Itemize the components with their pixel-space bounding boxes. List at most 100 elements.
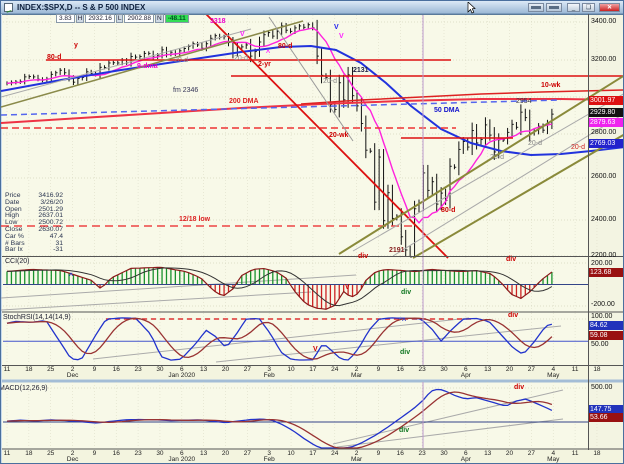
date-tick: 25	[47, 450, 55, 457]
info-label: Car %	[5, 232, 24, 240]
price-badge: 2769.03	[589, 139, 623, 148]
info-row: Bar Ix -31	[5, 247, 63, 254]
info-value: 47.4	[49, 232, 63, 240]
chart-annotation: 80-d	[278, 43, 293, 50]
toolbar-button-1[interactable]	[528, 3, 544, 12]
chart-annotation: 2-yr	[258, 61, 271, 68]
info-value: 2630.07	[38, 225, 63, 233]
chart-annotation: y	[74, 42, 78, 49]
axis-label: 2400.00	[591, 216, 617, 223]
axis-label: 100.00	[591, 313, 613, 320]
cci-line	[6, 266, 553, 310]
date-tick: 10	[287, 366, 295, 373]
date-tick: 20	[505, 450, 514, 457]
maximize-button[interactable]: ❏	[582, 3, 595, 12]
macd-line	[6, 388, 553, 449]
panel-splitter	[2, 379, 623, 383]
month-label: Mar	[350, 372, 363, 379]
date-tick: 11	[3, 366, 11, 373]
chart-annotation: 12/18 low	[179, 216, 211, 223]
info-value: 3416.92	[38, 192, 63, 199]
close-button[interactable]: ✕	[599, 3, 620, 12]
chart-annotation: V	[313, 346, 318, 353]
axis-label: 2600.00	[591, 173, 617, 180]
price-badge: 2929.80	[589, 108, 623, 117]
date-tick: 6	[179, 450, 184, 457]
date-axis-lower: 11 18 25 2 Dec 9 16 23 30 6 Jan 2020 13 20 27 3 Feb 10 17…	[1, 450, 623, 463]
axis-label: 2200.00	[591, 252, 617, 259]
info-value: 2500.72	[38, 219, 63, 227]
stoch-signal-line	[6, 317, 553, 360]
date-tick: 18	[25, 450, 33, 457]
toolbar-button-2[interactable]	[546, 3, 562, 12]
axis-label: 3200.00	[591, 56, 617, 63]
stoch-line	[6, 317, 553, 361]
price-badge: 123.68	[589, 268, 623, 277]
axis-label: 500.00	[591, 384, 613, 391]
date-tick: 11	[571, 366, 579, 373]
info-row: Close 2630.07	[5, 225, 63, 234]
chart-annotation: 9-dma	[137, 63, 158, 70]
chart-annotation: V	[334, 24, 339, 31]
date-tick: 30	[440, 366, 448, 373]
info-value: 31	[55, 239, 63, 247]
axis-label: -200.00	[591, 301, 615, 308]
info-row: Car % 47.4	[5, 232, 63, 241]
month-label: May	[547, 456, 560, 463]
date-tick: 23	[134, 450, 142, 457]
stoch-trend-2	[215, 325, 562, 363]
chart-annotation: div	[400, 349, 411, 356]
date-tick: 23	[134, 366, 142, 373]
info-row: # Bars 31	[5, 239, 63, 248]
date-tick: 27	[243, 366, 251, 373]
date-tick: 13	[200, 450, 208, 457]
info-value: -31	[53, 246, 63, 254]
date-tick: 2	[354, 450, 359, 457]
stochrsi-panel-label: StochRSI(14,14(14,9)	[3, 314, 71, 321]
chart-annotation: 10-wk	[541, 82, 561, 89]
200-dma	[1, 98, 623, 124]
date-tick: 13	[484, 450, 492, 457]
chart-annotation: 20-d	[234, 55, 249, 62]
date-tick: 9	[92, 366, 97, 373]
quote-field-label: H	[75, 14, 85, 23]
month-label: Jan 2020	[168, 456, 196, 463]
chart-annotation: 20-d	[323, 78, 338, 85]
quote-field-value: 2932.16	[85, 14, 115, 23]
title-bar[interactable]: INDEX:$SPX,D -- S & P 500 INDEX _ ❏ ✕	[1, 1, 623, 14]
cci-trend-1	[1, 274, 357, 299]
uptrend-gray	[1, 28, 252, 98]
price-badge: 147.75	[589, 405, 623, 414]
price-badge: 2879.63	[589, 118, 623, 127]
date-tick: 11	[3, 450, 11, 457]
chart-annotation: 20-d	[174, 57, 189, 64]
chart-annotation: 20-d	[490, 154, 505, 161]
info-row: High 2637.01	[5, 213, 63, 220]
macd-signal-line	[6, 391, 553, 449]
minimize-button[interactable]: _	[567, 3, 580, 12]
chart-annotation: 2191	[389, 247, 405, 254]
chart-annotation: 2131	[353, 67, 369, 74]
uptrend-olive	[1, 20, 304, 108]
info-row: Price 3416.92	[5, 192, 63, 200]
date-tick: 17	[309, 366, 317, 373]
downtrend	[205, 13, 449, 259]
chart-annotation: 2954	[516, 98, 532, 105]
cci-smooth-line	[6, 267, 553, 307]
info-label: Close	[5, 225, 23, 233]
date-tick: 11	[571, 450, 579, 457]
chart-annotation: V	[240, 31, 245, 38]
chart-annotation: 20-wk	[329, 132, 349, 139]
chart-annotation: div	[508, 312, 519, 319]
date-tick: 16	[112, 450, 120, 457]
price-badge: 59.08	[589, 331, 623, 340]
info-row: Date 3/26/20	[5, 199, 63, 207]
chart-annotation: div	[358, 253, 369, 260]
chart-annotation: div	[401, 289, 412, 296]
date-tick: 23	[418, 450, 426, 457]
window-title: INDEX:$SPX,D -- S & P 500 INDEX	[17, 3, 146, 12]
month-label: Jan 2020	[168, 372, 196, 379]
month-label: Feb	[263, 456, 275, 463]
quote-field-value: 3.83	[56, 14, 75, 23]
